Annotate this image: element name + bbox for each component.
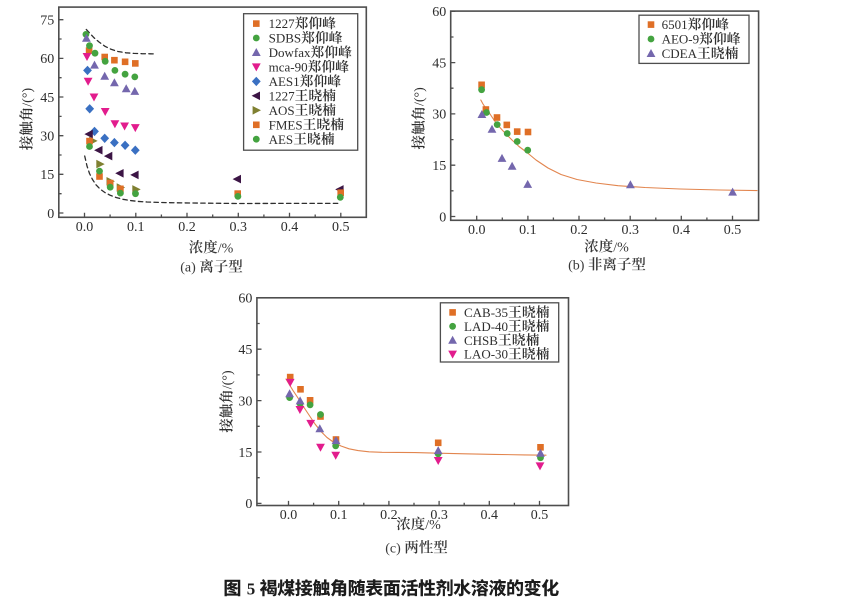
svg-text:0.3: 0.3 bbox=[430, 508, 448, 523]
svg-text:1227: 1227 bbox=[269, 88, 296, 103]
svg-text:30: 30 bbox=[238, 394, 252, 409]
svg-text:1227: 1227 bbox=[269, 16, 296, 31]
svg-text:0: 0 bbox=[47, 207, 54, 222]
svg-text:60: 60 bbox=[432, 5, 446, 20]
svg-text:45: 45 bbox=[238, 343, 252, 358]
svg-text:CDEA: CDEA bbox=[662, 46, 698, 61]
svg-text:0.1: 0.1 bbox=[519, 223, 537, 238]
svg-text:0.4: 0.4 bbox=[281, 220, 299, 235]
svg-text:5: 5 bbox=[247, 580, 256, 599]
svg-text:60: 60 bbox=[40, 52, 54, 67]
svg-text:60: 60 bbox=[238, 292, 252, 307]
svg-text:AES: AES bbox=[269, 132, 294, 147]
svg-text:0.4: 0.4 bbox=[481, 508, 499, 523]
svg-text:45: 45 bbox=[40, 91, 54, 106]
svg-text:/%: /% bbox=[218, 241, 234, 256]
svg-text:0.2: 0.2 bbox=[178, 220, 196, 235]
svg-text:AOS: AOS bbox=[269, 103, 295, 118]
svg-text:0.0: 0.0 bbox=[468, 223, 486, 238]
svg-text:/(°): /(°) bbox=[221, 370, 236, 389]
svg-text:0.0: 0.0 bbox=[280, 508, 298, 523]
svg-text:0.4: 0.4 bbox=[673, 223, 691, 238]
svg-text:AES1: AES1 bbox=[269, 74, 300, 89]
svg-text:SDBS: SDBS bbox=[269, 31, 302, 46]
svg-text:0: 0 bbox=[439, 210, 446, 225]
svg-text:0.2: 0.2 bbox=[380, 508, 398, 523]
svg-text:0.3: 0.3 bbox=[621, 223, 639, 238]
svg-text:30: 30 bbox=[432, 108, 446, 123]
svg-text:0.1: 0.1 bbox=[127, 220, 145, 235]
svg-text:15: 15 bbox=[40, 168, 54, 183]
svg-text:/(°): /(°) bbox=[413, 87, 428, 106]
svg-text:6501: 6501 bbox=[662, 17, 688, 32]
svg-text:15: 15 bbox=[432, 159, 446, 174]
svg-text:15: 15 bbox=[238, 446, 252, 461]
svg-text:CHSB: CHSB bbox=[464, 333, 498, 348]
svg-text:(a): (a) bbox=[180, 261, 196, 276]
svg-text:LAD-40: LAD-40 bbox=[464, 319, 508, 334]
svg-text:0.3: 0.3 bbox=[230, 220, 248, 235]
svg-text:0.2: 0.2 bbox=[570, 223, 588, 238]
svg-text:LAO-30: LAO-30 bbox=[464, 347, 508, 362]
svg-text:(c): (c) bbox=[385, 541, 401, 556]
svg-text:0.0: 0.0 bbox=[76, 220, 94, 235]
svg-text:0.5: 0.5 bbox=[531, 508, 549, 523]
svg-text:CAB-35: CAB-35 bbox=[464, 305, 508, 320]
svg-text:/(°): /(°) bbox=[21, 88, 36, 107]
svg-text:0: 0 bbox=[245, 497, 252, 512]
svg-text:AEO-9: AEO-9 bbox=[662, 32, 700, 47]
svg-text:/%: /% bbox=[613, 240, 629, 255]
svg-text:0.5: 0.5 bbox=[724, 223, 742, 238]
svg-text:30: 30 bbox=[40, 129, 54, 144]
svg-text:0.5: 0.5 bbox=[332, 220, 350, 235]
svg-text:45: 45 bbox=[432, 56, 446, 71]
svg-text:FMES: FMES bbox=[269, 117, 303, 132]
svg-text:mca-90: mca-90 bbox=[269, 60, 308, 75]
svg-text:/%: /% bbox=[425, 518, 441, 533]
svg-text:0.1: 0.1 bbox=[330, 508, 348, 523]
svg-text:Dowfax: Dowfax bbox=[269, 45, 311, 60]
svg-text:(b): (b) bbox=[568, 258, 585, 273]
svg-text:75: 75 bbox=[40, 14, 54, 29]
